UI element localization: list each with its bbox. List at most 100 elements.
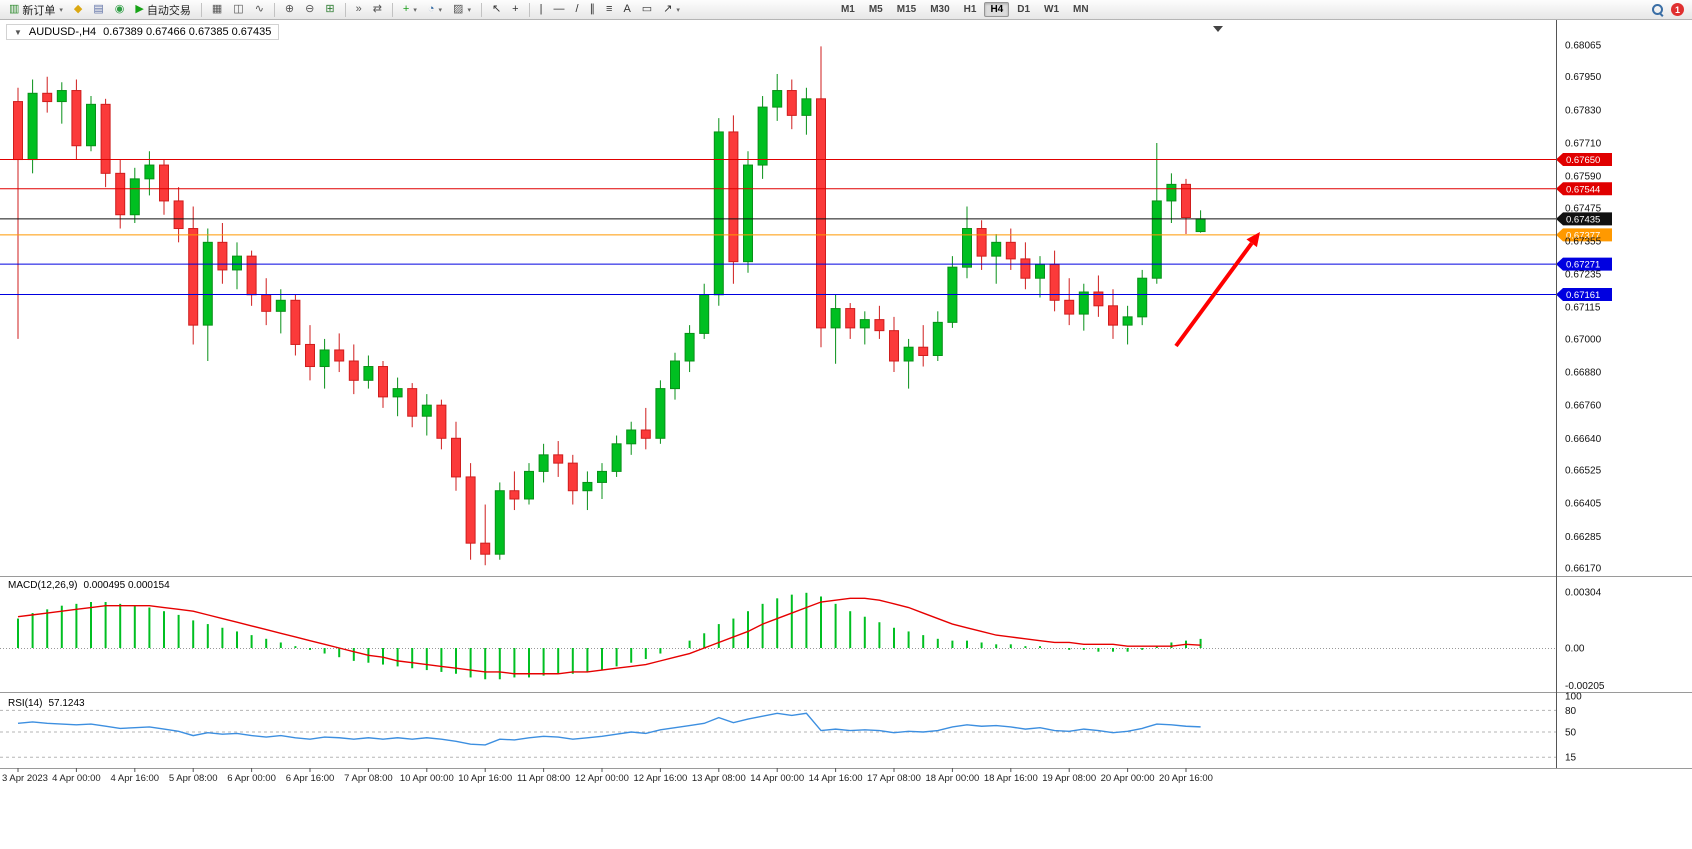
candle-body bbox=[918, 346, 929, 356]
macd-axis-label: 0.00304 bbox=[1565, 588, 1602, 599]
text-label-button[interactable]: ▭ bbox=[637, 0, 657, 19]
zoom-in-button[interactable]: ⊕ bbox=[280, 0, 299, 19]
candle-body bbox=[874, 319, 885, 332]
horizontal-line-button[interactable]: — bbox=[548, 0, 569, 19]
autotrading-button[interactable]: ▶ 自动交易 bbox=[130, 0, 195, 19]
candle-body bbox=[859, 319, 870, 329]
notification-badge[interactable]: 1 bbox=[1671, 3, 1684, 16]
search-icon[interactable] bbox=[1652, 3, 1664, 16]
candle-body bbox=[290, 299, 301, 345]
candle-body bbox=[378, 366, 388, 398]
y-axis-label: 0.67950 bbox=[1565, 72, 1602, 83]
candle-body bbox=[728, 131, 739, 263]
trendline-button[interactable]: / bbox=[570, 0, 583, 19]
candle-body bbox=[159, 164, 169, 202]
new-order-button[interactable]: ▥ 新订单 ▾ bbox=[4, 0, 68, 19]
metaeditor-icon: ◆ bbox=[73, 3, 83, 15]
price-tag-0.67377 bbox=[1556, 228, 1612, 242]
dropdown-caret-icon[interactable]: ▾ bbox=[467, 6, 471, 14]
timeframe-mn-button[interactable]: MN bbox=[1073, 4, 1089, 15]
candle-body bbox=[786, 90, 797, 116]
price-tag-label: 0.67544 bbox=[1566, 184, 1600, 195]
auto-scroll-button[interactable]: » bbox=[351, 0, 367, 19]
timeframe-h4-button[interactable]: H4 bbox=[984, 2, 1010, 17]
time-axis-label: 17 Apr 08:00 bbox=[867, 773, 921, 784]
candle-body bbox=[626, 429, 637, 445]
candle-body bbox=[816, 98, 826, 329]
annotation-arrow[interactable] bbox=[1174, 242, 1254, 348]
timeframe-toolbar: M1 M5 M15 M30 H1 H4 D1 W1 MN bbox=[835, 2, 1095, 17]
candle-body bbox=[1122, 316, 1133, 326]
price-chart-canvas[interactable]: 0.67650 0.67544 0.67377 0.67271 0.67161 0.674… bbox=[0, 20, 1692, 849]
dropdown-caret-icon[interactable]: ▾ bbox=[59, 6, 63, 14]
candle-body bbox=[144, 164, 155, 180]
candle-body bbox=[509, 490, 520, 500]
metaeditor-button[interactable]: ◆ bbox=[69, 0, 87, 19]
y-axis-label: 0.67710 bbox=[1565, 138, 1602, 149]
price-tag-label: 0.67435 bbox=[1566, 214, 1600, 225]
candle-body bbox=[217, 241, 228, 271]
periods-button[interactable]: ◔ ▾ bbox=[423, 0, 447, 19]
candle-body bbox=[115, 172, 126, 216]
candlestick-icon: ◫ bbox=[233, 3, 244, 15]
show-line-button[interactable]: ∿ bbox=[250, 0, 269, 19]
candle-body bbox=[305, 343, 315, 368]
timeframe-d1-button[interactable]: D1 bbox=[1017, 4, 1031, 15]
autotrading-icon: ▶ bbox=[135, 3, 144, 15]
toolbar-separator bbox=[273, 2, 275, 17]
timeframe-m15-button[interactable]: M15 bbox=[896, 4, 917, 15]
vertical-line-button[interactable]: | bbox=[535, 0, 548, 19]
candle-body bbox=[538, 454, 549, 472]
annotation-arrow-head[interactable] bbox=[1246, 232, 1260, 248]
candle-body bbox=[611, 443, 622, 472]
cursor-button[interactable]: ↖ bbox=[487, 0, 506, 19]
text-button[interactable]: A bbox=[618, 0, 635, 19]
candle-body bbox=[129, 178, 140, 216]
profile-button[interactable]: ▤ bbox=[88, 0, 108, 19]
candle-body bbox=[582, 481, 593, 492]
fibonacci-button[interactable]: ≡ bbox=[601, 0, 617, 19]
indicators-button[interactable]: + ▾ bbox=[398, 0, 422, 19]
candle-body bbox=[757, 106, 768, 166]
y-axis-label: 0.67475 bbox=[1565, 203, 1602, 214]
fibonacci-icon: ≡ bbox=[606, 3, 613, 15]
dropdown-caret-icon[interactable]: ▾ bbox=[676, 6, 680, 14]
rsi-indicator-name: RSI(14) bbox=[8, 698, 43, 709]
chart-shift-marker[interactable] bbox=[1213, 26, 1223, 32]
news-icon: ◉ bbox=[114, 3, 125, 15]
candle-body bbox=[86, 103, 96, 147]
y-axis-label: 0.66285 bbox=[1565, 532, 1602, 543]
show-bars-button[interactable]: ▦ bbox=[207, 0, 227, 19]
show-candles-button[interactable]: ◫ bbox=[228, 0, 248, 19]
crosshair-button[interactable]: + bbox=[507, 0, 523, 19]
chart-window[interactable]: 0.67650 0.67544 0.67377 0.67271 0.67161 0.674… bbox=[0, 20, 1692, 849]
dropdown-caret-icon[interactable]: ▾ bbox=[438, 6, 443, 14]
y-axis-label: 0.66880 bbox=[1565, 368, 1602, 379]
arrows-button[interactable]: ↗ ▾ bbox=[658, 0, 685, 19]
main-toolbar: ▥ 新订单 ▾ ◆ ▤ ◉ ▶ 自动交易 ▦ ◫ ∿ ⊕ ⊖ ⊞» ⇄ + ▾ ◔ ▾ ▨ ▾ ↖ + | — / ∥ ≡ A ▭ ↗ ▾ M… bbox=[0, 0, 1692, 20]
channel-button[interactable]: ∥ bbox=[585, 0, 601, 19]
news-button[interactable]: ◉ bbox=[110, 0, 130, 19]
time-axis-label: 3 Apr 2023 bbox=[2, 773, 48, 784]
candle-body bbox=[100, 103, 111, 174]
templates-button[interactable]: ▨ ▾ bbox=[448, 0, 476, 19]
candle-body bbox=[845, 308, 856, 329]
macd-axis-label: -0.00205 bbox=[1565, 681, 1605, 692]
candle-body bbox=[1093, 291, 1104, 307]
dropdown-caret-icon[interactable]: ▾ bbox=[413, 6, 417, 14]
toolbar-right-group: 1 bbox=[1652, 3, 1688, 16]
time-axis-label: 4 Apr 16:00 bbox=[110, 773, 159, 784]
indicators-icon: + bbox=[402, 3, 410, 15]
one-click-collapse-icon[interactable]: ▼ bbox=[14, 27, 22, 37]
timeframe-m5-button[interactable]: M5 bbox=[868, 4, 883, 15]
price-tag-label: 0.67377 bbox=[1566, 230, 1600, 241]
timeframe-m1-button[interactable]: M1 bbox=[840, 4, 855, 15]
chart-shift-button[interactable]: ⇄ bbox=[368, 0, 387, 19]
rsi-panel-title: RSI(14) 57.1243 bbox=[8, 698, 85, 709]
tile-windows-button[interactable]: ⊞ bbox=[320, 0, 339, 19]
cursor-icon: ↖ bbox=[491, 3, 502, 15]
timeframe-w1-button[interactable]: W1 bbox=[1044, 4, 1060, 15]
timeframe-m30-button[interactable]: M30 bbox=[930, 4, 950, 15]
timeframe-h1-button[interactable]: H1 bbox=[963, 4, 977, 15]
zoom-out-button[interactable]: ⊖ bbox=[300, 0, 319, 19]
